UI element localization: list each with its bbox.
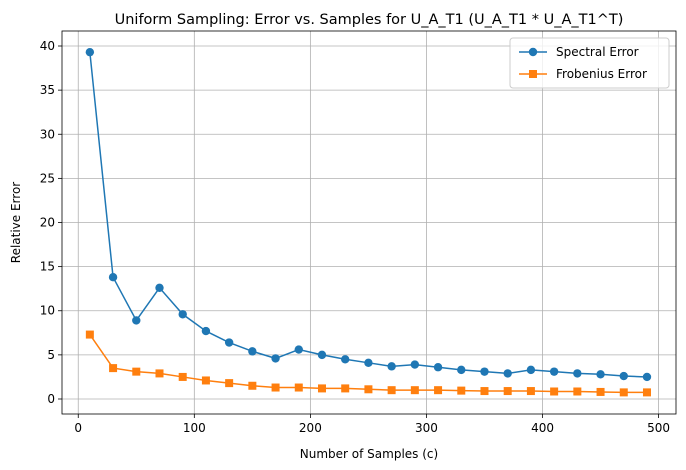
- x-tick-label: 200: [299, 421, 322, 435]
- y-tick-label: 30: [40, 127, 55, 141]
- frobenius-error-point: [201, 376, 210, 385]
- legend-label: Spectral Error: [556, 45, 639, 59]
- frobenius-error-point: [341, 384, 350, 393]
- spectral-error-point: [271, 354, 280, 363]
- x-tick-label: 400: [531, 421, 554, 435]
- frobenius-error-point: [178, 372, 187, 381]
- spectral-error-point: [178, 310, 187, 319]
- frobenius-error-point: [109, 364, 118, 373]
- spectral-error-point: [248, 347, 257, 356]
- grid: [62, 31, 676, 414]
- spectral-error-point: [224, 338, 234, 347]
- frobenius-error-point: [596, 387, 605, 396]
- frobenius-error-point: [317, 384, 326, 393]
- legend-frame: [509, 37, 670, 89]
- y-tick-label: 0: [47, 392, 55, 406]
- spectral-error-point: [132, 316, 141, 325]
- frobenius-error-point: [503, 387, 512, 396]
- frobenius-error-point: [248, 381, 257, 390]
- legend-item-spectral-error: Spectral Error: [519, 45, 639, 59]
- spectral-error-point: [433, 363, 443, 372]
- spectral-error-point: [503, 369, 512, 378]
- series-frobenius-error: [85, 330, 651, 397]
- frobenius-error-point: [642, 388, 651, 397]
- x-tick-label: 300: [415, 421, 438, 435]
- ticks: 0 100 200 300 400 500 0 5 10 15 20 25 30 35 40: [40, 39, 670, 435]
- series-layer: [85, 47, 652, 397]
- frobenius-error-point: [410, 386, 419, 395]
- spectral-error-point: [294, 345, 303, 354]
- spectral-error-line: [89, 52, 648, 378]
- legend-marker: [528, 47, 538, 57]
- spectral-error-point: [387, 362, 396, 371]
- frobenius-error-point: [85, 330, 94, 339]
- y-tick-label: 10: [40, 304, 55, 318]
- frobenius-error-point: [550, 387, 559, 396]
- series-spectral-error: [85, 47, 652, 382]
- y-axis-label: Relative Error: [9, 182, 23, 264]
- frobenius-error-point: [364, 385, 373, 394]
- y-tick-label: 20: [40, 216, 55, 230]
- frobenius-error-point: [155, 369, 164, 378]
- y-tick-label: 15: [40, 260, 55, 274]
- frobenius-error-point: [132, 367, 141, 376]
- frobenius-error-point: [271, 383, 280, 392]
- spectral-error-point: [85, 47, 95, 57]
- frobenius-error-point: [457, 386, 466, 395]
- spectral-error-point: [341, 355, 350, 364]
- spectral-error-point: [410, 360, 420, 369]
- frobenius-error-point: [619, 388, 628, 397]
- legend-item-frobenius-error: Frobenius Error: [519, 67, 647, 81]
- x-tick-label: 100: [183, 421, 206, 435]
- spectral-error-point: [642, 372, 652, 382]
- y-tick-label: 5: [47, 348, 55, 362]
- frobenius-error-point: [526, 387, 535, 396]
- frobenius-error-point: [480, 387, 489, 396]
- frobenius-error-point: [387, 386, 396, 395]
- frobenius-error-point: [225, 379, 234, 388]
- y-tick-label: 25: [40, 171, 55, 185]
- frobenius-error-point: [434, 386, 443, 395]
- legend-marker: [529, 70, 537, 78]
- spectral-error-point: [480, 367, 489, 376]
- spectral-error-point: [364, 358, 373, 368]
- y-tick-label: 35: [40, 83, 55, 97]
- spectral-error-point: [457, 365, 466, 375]
- y-tick-label: 40: [40, 39, 55, 53]
- spectral-error-point: [108, 273, 118, 282]
- legend-label: Frobenius Error: [556, 67, 647, 81]
- x-tick-label: 500: [647, 421, 670, 435]
- legend: Spectral Error Frobenius Error: [509, 37, 670, 89]
- x-tick-label: 0: [74, 421, 82, 435]
- spectral-error-point: [201, 326, 211, 336]
- spectral-error-point: [596, 370, 605, 379]
- frobenius-error-point: [573, 387, 582, 396]
- spectral-error-point: [317, 350, 327, 360]
- spectral-error-point: [526, 365, 536, 375]
- chart-title: Uniform Sampling: Error vs. Samples for …: [115, 12, 624, 28]
- x-axis-label: Number of Samples (c): [300, 447, 438, 461]
- spectral-error-point: [155, 283, 164, 293]
- spectral-error-point: [619, 371, 628, 381]
- spectral-error-point: [549, 367, 559, 376]
- frobenius-error-point: [294, 383, 303, 392]
- spectral-error-point: [573, 369, 582, 378]
